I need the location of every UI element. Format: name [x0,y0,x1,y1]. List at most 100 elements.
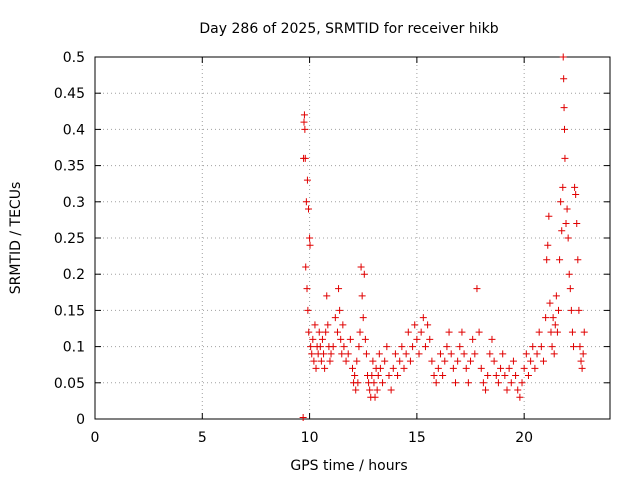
data-point [527,357,535,365]
y-tick-label: 0 [76,412,85,428]
data-point [563,205,571,213]
data-point [326,357,334,365]
data-point [321,364,329,372]
data-point [542,314,550,322]
data-point [548,343,556,351]
data-point [303,176,311,184]
data-point [475,328,483,336]
data-point [443,343,451,351]
data-point [518,379,526,387]
data-point [549,314,557,322]
data-point [309,335,317,343]
data-point [391,350,399,358]
data-point [379,379,387,387]
data-point [306,241,314,249]
data-point [337,335,345,343]
data-point [558,227,566,235]
data-point [302,263,310,271]
data-point [323,292,331,300]
data-point [537,343,545,351]
data-point [406,357,414,365]
data-point [301,154,309,162]
data-point [317,357,325,365]
x-ticks: 0 5 10 15 20 [91,57,533,446]
data-point [544,241,552,249]
data-point [555,306,562,314]
data-point [492,372,500,380]
data-point [552,292,560,300]
plot-frame [94,56,611,420]
y-tick-label: 0.25 [54,231,85,247]
x-tick-label: 20 [515,430,533,446]
y-tick-label: 0.2 [63,267,85,283]
data-point [550,350,558,358]
y-tick-label: 0.45 [54,86,85,102]
data-point [567,306,575,314]
data-point [307,343,315,351]
data-point [559,183,567,191]
data-point [359,314,367,322]
x-tick-label: 10 [301,430,319,446]
y-tick-label: 0.05 [54,376,85,392]
data-point [516,393,524,401]
data-point [366,386,374,394]
data-point [327,350,335,358]
data-point [447,350,455,358]
data-point [456,343,464,351]
data-point [571,183,579,191]
data-point [339,321,347,329]
data-point [342,357,350,365]
data-point [546,299,554,307]
data-point [361,335,369,343]
data-point [415,350,423,358]
data-point [305,328,313,336]
data-point [471,350,479,358]
data-point [419,314,427,322]
data-point [370,379,378,387]
data-point [529,343,537,351]
y-tick-label: 0.3 [63,195,85,211]
data-point [322,328,330,336]
data-point [533,350,541,358]
data-point [300,118,308,126]
data-point [575,306,583,314]
grid-layer [95,57,610,419]
data-point [344,350,352,358]
data-point [369,357,377,365]
data-point [316,343,324,351]
data-point [578,364,586,372]
data-point [505,364,513,372]
data-point [473,285,481,293]
data-point [467,357,475,365]
data-point [460,350,468,358]
data-point [336,306,344,314]
data-point [402,350,410,358]
data-point [561,154,569,162]
y-tick-label: 0.1 [63,340,85,356]
data-point [507,379,515,387]
data-point [488,335,496,343]
data-point [553,328,561,336]
data-point [479,379,487,387]
data-point [308,350,316,358]
data-point [428,357,436,365]
data-point [303,285,311,293]
data-point [354,379,362,387]
data-point [411,321,419,329]
data-point [434,364,442,372]
data-point [353,357,361,365]
data-point [340,343,348,351]
data-point [464,379,472,387]
data-point [421,343,429,351]
data-point [398,343,406,351]
data-point [561,125,569,133]
data-point [543,256,551,264]
data-point [568,328,576,336]
x-tick-label: 5 [198,430,207,446]
data-point [482,386,490,394]
data-point [381,357,389,365]
data-point [356,328,364,336]
data-point [579,350,587,358]
data-point [357,263,365,271]
